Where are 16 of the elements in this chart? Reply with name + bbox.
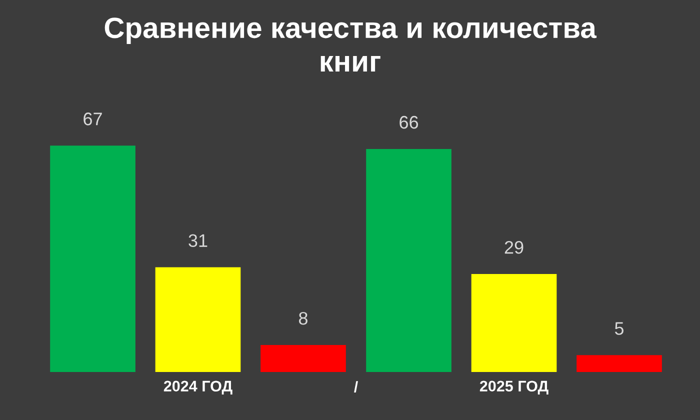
x-tick-label: 2024 ГОД <box>164 380 232 394</box>
data-label: 8 <box>298 312 308 325</box>
x-tick-label: 2025 ГОД <box>480 380 548 394</box>
bar <box>50 146 136 372</box>
data-label: 5 <box>614 322 624 335</box>
text: / <box>354 381 358 392</box>
bar <box>471 274 557 372</box>
data-label: 66 <box>400 116 418 129</box>
bar <box>155 267 241 372</box>
bar <box>576 355 662 372</box>
bar <box>260 344 346 372</box>
data-label: 29 <box>504 240 524 254</box>
bar <box>366 148 452 372</box>
data-label: 31 <box>188 234 208 247</box>
data-label: 67 <box>84 112 102 126</box>
chart-title: Сравнение качества и количества книг <box>104 18 597 72</box>
